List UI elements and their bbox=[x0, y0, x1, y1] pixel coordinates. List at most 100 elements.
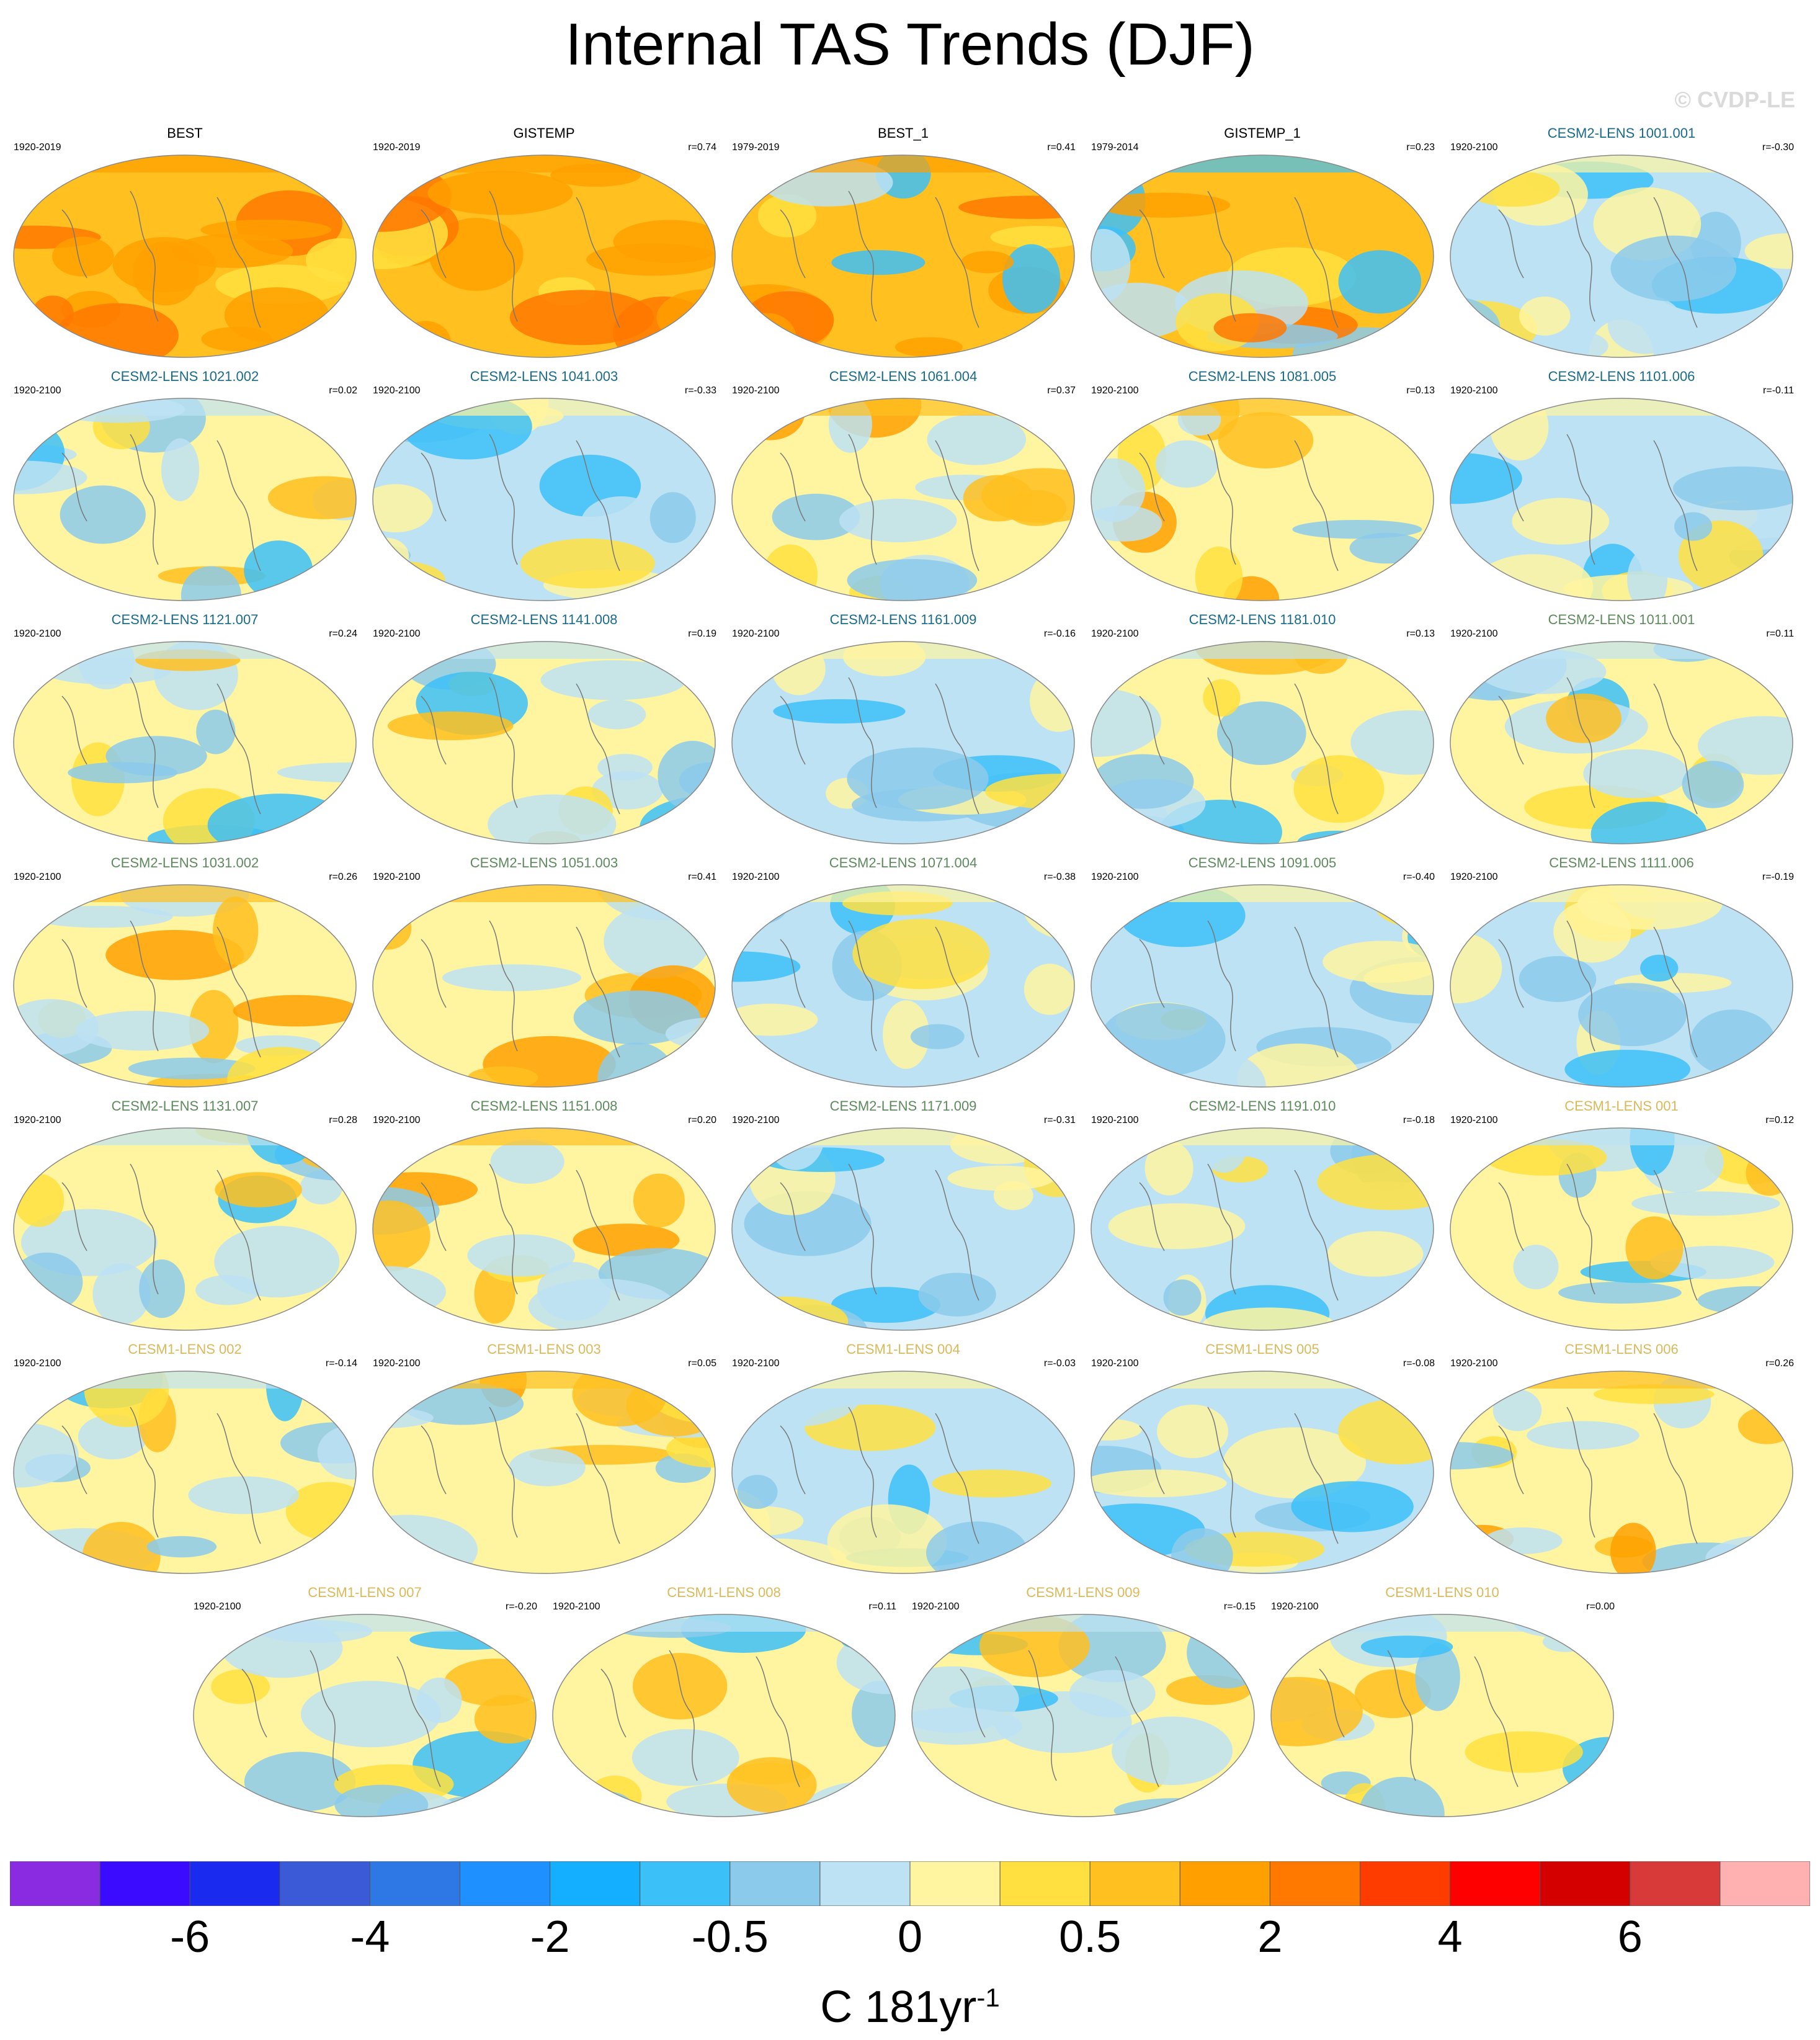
colorbar-units: C 181yr-1 bbox=[0, 1970, 1820, 2035]
panel-period: 1979-2014 bbox=[1091, 142, 1139, 153]
trend-region bbox=[950, 1128, 1051, 1165]
trend-region bbox=[213, 896, 259, 965]
trend-region bbox=[105, 929, 244, 980]
map-outline bbox=[372, 398, 716, 601]
panel-period: 1979-2019 bbox=[732, 142, 780, 153]
trend-region bbox=[1237, 1044, 1360, 1087]
coastline bbox=[1498, 434, 1698, 571]
trend-region bbox=[1583, 749, 1689, 799]
map-panel: CESM1-LENS 004 1920-2100 r=-0.03 bbox=[725, 1339, 1082, 1581]
panel-correlation: r=0.28 bbox=[329, 1115, 357, 1125]
panel-title: CESM2-LENS 1091.005 bbox=[1188, 855, 1337, 870]
trend-region bbox=[161, 438, 200, 501]
map-outline bbox=[1450, 398, 1793, 601]
trend-region bbox=[540, 660, 687, 700]
coastline bbox=[600, 1650, 800, 1787]
map-outline bbox=[1450, 1371, 1793, 1574]
map-outline bbox=[372, 641, 716, 844]
trend-region bbox=[588, 1775, 642, 1817]
trend-region bbox=[1338, 250, 1422, 314]
arctic-band bbox=[14, 155, 356, 172]
colorbar-tick-label: 2 bbox=[1257, 1912, 1283, 1962]
trend-map bbox=[552, 1614, 896, 1817]
panel-title: CESM2-LENS 1051.003 bbox=[470, 855, 618, 870]
arctic-band bbox=[1091, 155, 1434, 172]
trend-region bbox=[932, 1469, 1051, 1498]
map-outline bbox=[1091, 641, 1434, 844]
trend-region bbox=[1758, 1071, 1793, 1087]
map-panel: CESM2-LENS 1111.006 1920-2100 r=-0.19 bbox=[1443, 852, 1800, 1094]
colorbar-swatch bbox=[729, 1861, 821, 1906]
colorbar-tick-label: 0.5 bbox=[1059, 1912, 1122, 1962]
panel-correlation: r=-0.08 bbox=[1403, 1358, 1435, 1369]
coastline bbox=[61, 677, 261, 815]
panel-title: CESM2-LENS 1001.001 bbox=[1547, 125, 1696, 141]
trend-region bbox=[1292, 519, 1422, 539]
map-panel: CESM2-LENS 1131.007 1920-2100 r=0.28 bbox=[6, 1096, 364, 1338]
trend-map bbox=[1450, 1371, 1793, 1574]
trend-region bbox=[1218, 412, 1314, 468]
map-panel: CESM2-LENS 1041.003 1920-2100 r=-0.33 bbox=[365, 366, 723, 608]
panel-title: CESM2-LENS 1121.007 bbox=[111, 612, 259, 627]
coastline bbox=[1139, 920, 1339, 1058]
map-outline bbox=[731, 1127, 1075, 1331]
trend-region bbox=[244, 540, 313, 600]
trend-region bbox=[52, 236, 114, 277]
trend-region bbox=[1627, 548, 1668, 601]
units-superscript: -1 bbox=[976, 1983, 1000, 2012]
map-outline bbox=[372, 1371, 716, 1574]
trend-region bbox=[1450, 642, 1520, 660]
coastline bbox=[1319, 1650, 1519, 1787]
trend-region bbox=[509, 290, 654, 346]
trend-region bbox=[1213, 313, 1287, 342]
map-panel: CESM2-LENS 1191.010 1920-2100 r=-0.18 bbox=[1084, 1096, 1441, 1338]
arctic-band bbox=[1091, 1128, 1434, 1145]
coastline bbox=[241, 1650, 441, 1787]
trend-region bbox=[1350, 710, 1434, 775]
map-panel: BEST 1920-2019 bbox=[6, 123, 364, 365]
trend-region bbox=[1112, 1716, 1233, 1786]
coastline bbox=[780, 677, 979, 815]
trend-region bbox=[773, 699, 906, 724]
trend-region bbox=[1631, 1191, 1780, 1216]
colorbar-tick-label: 0 bbox=[897, 1912, 923, 1962]
map-panel: CESM2-LENS 1091.005 1920-2100 r=-0.40 bbox=[1084, 852, 1441, 1094]
panel-correlation: r=-0.38 bbox=[1043, 872, 1076, 882]
panel-correlation: r=-0.20 bbox=[505, 1601, 537, 1612]
trend-map bbox=[13, 1371, 357, 1574]
panel-correlation: r=-0.16 bbox=[1043, 629, 1076, 639]
panel-period: 1920-2019 bbox=[373, 142, 421, 153]
panel-period: 1920-2100 bbox=[732, 1358, 780, 1369]
trend-region bbox=[14, 1421, 79, 1488]
trend-region bbox=[468, 1066, 538, 1087]
map-outline bbox=[13, 1127, 357, 1331]
map-outline bbox=[1091, 1371, 1434, 1574]
map-panel: CESM1-LENS 002 1920-2100 r=-0.14 bbox=[6, 1339, 364, 1581]
colorbar-swatch bbox=[1720, 1861, 1810, 1906]
panel-period: 1920-2100 bbox=[1271, 1601, 1319, 1612]
trend-region bbox=[14, 808, 57, 844]
map-panel: GISTEMP_1 1979-2014 r=0.23 bbox=[1084, 123, 1441, 365]
map-panel: CESM1-LENS 001 1920-2100 r=0.12 bbox=[1443, 1096, 1800, 1338]
trend-region bbox=[1091, 577, 1149, 598]
trend-map bbox=[731, 398, 1075, 601]
colorbar-swatch bbox=[1269, 1861, 1361, 1906]
panel-correlation: r=0.20 bbox=[688, 1115, 716, 1125]
panel-period: 1920-2019 bbox=[14, 142, 61, 153]
trend-region bbox=[427, 171, 573, 215]
panel-title: CESM1-LENS 009 bbox=[1026, 1585, 1140, 1600]
panel-period: 1920-2100 bbox=[14, 385, 61, 396]
coastline bbox=[960, 1650, 1159, 1787]
trend-region bbox=[947, 1165, 1055, 1191]
panel-period: 1920-2100 bbox=[1450, 629, 1498, 639]
trend-region bbox=[678, 1128, 715, 1168]
trend-region bbox=[1513, 1245, 1559, 1290]
trend-region bbox=[1202, 1307, 1335, 1330]
trend-map bbox=[13, 398, 357, 601]
map-panel: CESM1-LENS 010 1920-2100 r=0.00 bbox=[1264, 1582, 1621, 1824]
colorbar-swatch bbox=[369, 1861, 461, 1906]
colorbar-swatch bbox=[1179, 1861, 1270, 1906]
trend-region bbox=[631, 1729, 739, 1786]
arctic-band bbox=[1450, 1371, 1793, 1389]
arctic-band bbox=[1091, 642, 1434, 659]
